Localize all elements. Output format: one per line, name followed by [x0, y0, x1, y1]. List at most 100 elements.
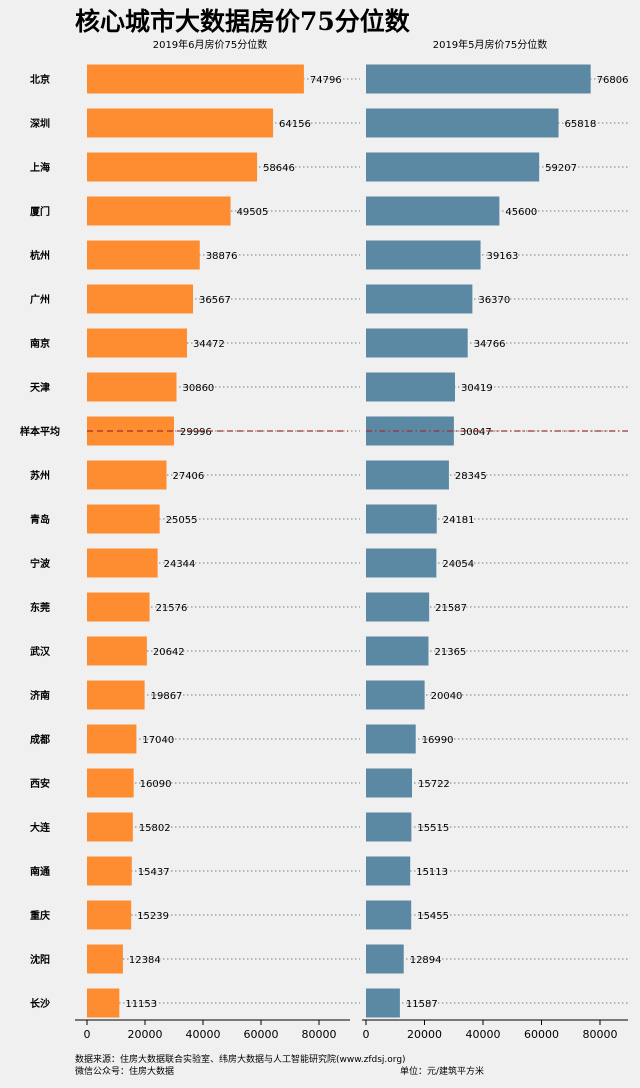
june-value-label: 25055 — [166, 515, 198, 526]
footer-source: 数据来源：住房大数据联合实验室、纬房大数据与人工智能研究院(www.zfdsj.… — [75, 1053, 406, 1065]
june-value-label: 11153 — [125, 999, 157, 1010]
may-value-label: 59207 — [545, 163, 577, 174]
may-bar — [366, 768, 412, 798]
may-value-label: 21365 — [434, 647, 466, 658]
june-bar — [87, 504, 160, 534]
june-value-label: 74796 — [310, 75, 342, 86]
category-label: 南通 — [30, 865, 50, 878]
june-bar — [87, 284, 194, 314]
june-bar — [87, 856, 132, 886]
footer-unit: 单位：元/建筑平方米 — [400, 1065, 484, 1077]
may-bar — [366, 988, 400, 1018]
may-value-label: 30047 — [460, 427, 492, 438]
june-value-label: 36567 — [199, 295, 231, 306]
june-value-label: 16090 — [140, 779, 172, 790]
june-value-label: 15802 — [139, 823, 171, 834]
june-value-label: 49505 — [237, 207, 269, 218]
may-value-label: 45600 — [505, 207, 537, 218]
category-label: 样本平均 — [20, 425, 60, 438]
june-bar — [87, 724, 137, 754]
june-bar — [87, 108, 274, 138]
may-value-label: 15722 — [418, 779, 450, 790]
may-value-label: 24054 — [442, 559, 474, 570]
may-bar — [366, 724, 416, 754]
may-bar — [366, 504, 437, 534]
category-label: 深圳 — [30, 117, 50, 130]
june-bar — [87, 240, 200, 270]
may-bar — [366, 812, 412, 842]
may-value-label: 30419 — [461, 383, 493, 394]
may-x-tick-label: 0 — [363, 1028, 370, 1041]
may-value-label: 76806 — [597, 75, 629, 86]
june-x-tick-label: 60000 — [244, 1028, 279, 1041]
footer-wechat: 微信公众号：住房大数据 — [75, 1065, 174, 1077]
category-label: 大连 — [30, 821, 51, 834]
june-value-label: 64156 — [279, 119, 311, 130]
category-label: 东莞 — [30, 601, 50, 614]
may-bar — [366, 240, 481, 270]
june-value-label: 30860 — [182, 383, 214, 394]
june-x-tick-label: 20000 — [128, 1028, 163, 1041]
may-bar — [366, 284, 473, 314]
category-label: 南京 — [30, 337, 50, 350]
june-value-label: 34472 — [193, 339, 225, 350]
panel-may: 2019年5月房价75分位数 76806 65818 59207 45600 39163 3… — [362, 38, 628, 1041]
may-bar — [366, 372, 455, 402]
june-bar — [87, 768, 134, 798]
june-bar — [87, 460, 167, 490]
june-value-label: 19867 — [151, 691, 183, 702]
chart-title: 核心城市大数据房价75分位数 — [75, 7, 411, 36]
june-x-tick-label: 80000 — [302, 1028, 337, 1041]
may-bar — [366, 460, 449, 490]
category-label: 杭州 — [30, 249, 50, 262]
may-x-tick-label: 20000 — [407, 1028, 442, 1041]
june-value-label: 29996 — [180, 427, 212, 438]
may-value-label: 24181 — [443, 515, 475, 526]
may-x-tick-label: 80000 — [583, 1028, 618, 1041]
june-bar — [87, 988, 120, 1018]
may-bar — [366, 196, 500, 226]
june-bar — [87, 328, 187, 358]
june-bar — [87, 636, 147, 666]
may-value-label: 12894 — [410, 955, 442, 966]
june-subtitle: 2019年6月房价75分位数 — [153, 38, 268, 51]
category-label: 沈阳 — [30, 953, 50, 966]
may-value-label: 65818 — [565, 119, 597, 130]
june-value-label: 17040 — [142, 735, 174, 746]
june-x-tick-label: 40000 — [186, 1028, 221, 1041]
category-label: 武汉 — [30, 645, 51, 658]
may-bar — [366, 328, 468, 358]
may-bar — [366, 944, 404, 974]
june-value-label: 15437 — [138, 867, 170, 878]
june-value-label: 27406 — [172, 471, 204, 482]
category-label: 成都 — [30, 733, 50, 746]
june-bar — [87, 900, 132, 930]
may-bar — [366, 152, 540, 182]
june-value-label: 21576 — [156, 603, 188, 614]
june-bar — [87, 680, 145, 710]
may-bar — [366, 64, 591, 94]
june-value-label: 24344 — [164, 559, 196, 570]
june-bar — [87, 64, 304, 94]
may-value-label: 20040 — [431, 691, 463, 702]
june-bar — [87, 196, 231, 226]
category-label: 长沙 — [30, 997, 50, 1010]
category-label: 重庆 — [30, 909, 50, 922]
category-label: 上海 — [30, 161, 50, 174]
june-bar — [87, 152, 258, 182]
may-value-label: 34766 — [474, 339, 506, 350]
category-label: 厦门 — [30, 205, 50, 218]
june-x-tick-label: 0 — [84, 1028, 91, 1041]
june-value-label: 15239 — [137, 911, 169, 922]
may-bar — [366, 680, 425, 710]
category-label: 北京 — [30, 73, 50, 86]
category-label: 广州 — [30, 293, 50, 306]
category-label: 青岛 — [30, 513, 50, 526]
june-bar — [87, 548, 158, 578]
may-value-label: 15113 — [416, 867, 448, 878]
category-label: 济南 — [30, 689, 50, 702]
may-subtitle: 2019年5月房价75分位数 — [433, 38, 548, 51]
june-value-label: 38876 — [206, 251, 238, 262]
